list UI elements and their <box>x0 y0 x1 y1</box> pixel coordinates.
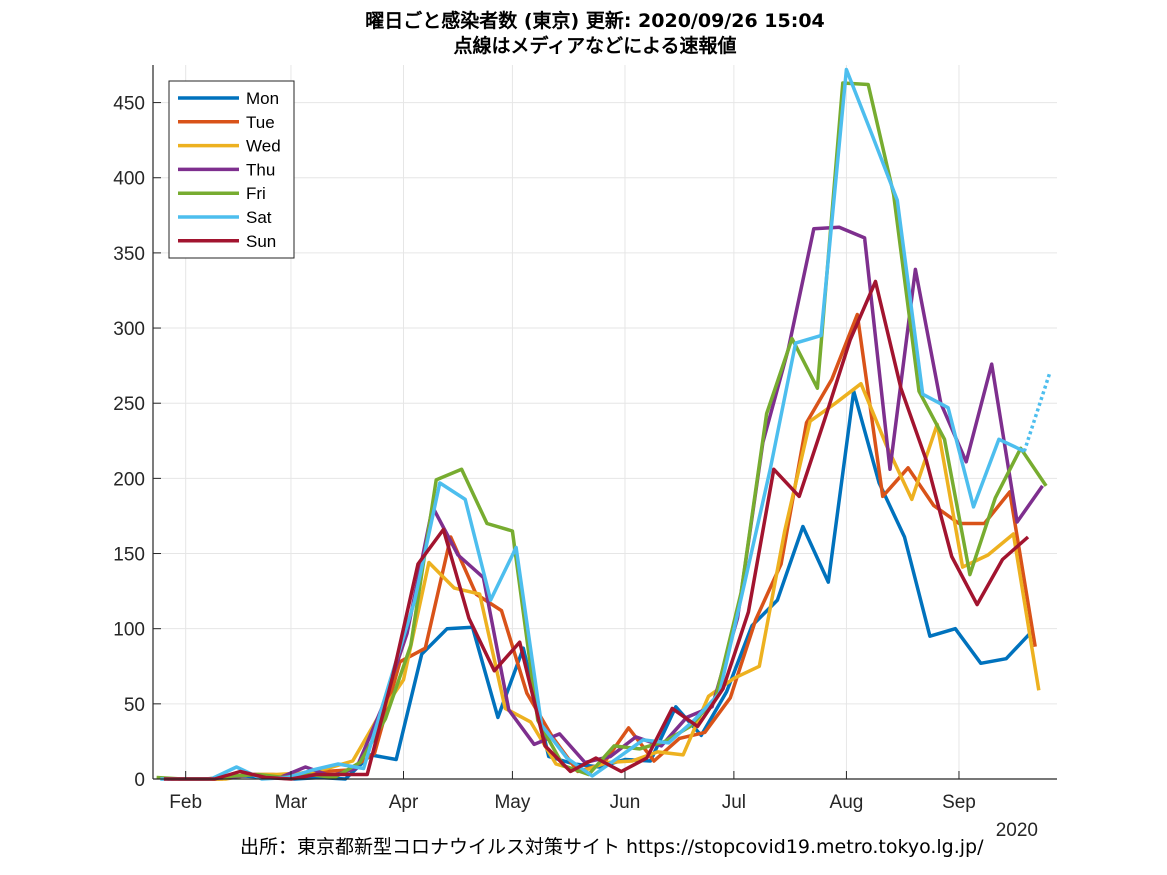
x-tick-label: Feb <box>169 792 202 813</box>
legend-label-sat: Sat <box>246 208 272 227</box>
series-line-sat-provisional <box>1022 372 1052 452</box>
y-tick-label: 200 <box>113 469 145 490</box>
y-tick-label: 50 <box>124 695 145 716</box>
y-tick-label: 400 <box>113 169 145 190</box>
chart-title: 曜日ごと感染者数 (東京) 更新: 2020/09/26 15:04 <box>365 9 825 32</box>
y-tick-label: 100 <box>113 620 145 641</box>
series-line-sun <box>163 279 1030 781</box>
y-tick-label: 150 <box>113 545 145 566</box>
chart-subtitle: 点線はメディアなどによる速報値 <box>453 34 736 57</box>
x-tick-label: Aug <box>830 792 864 813</box>
tick-labels: 0 50 100 150 200 250 300 350 400 450 Feb Mar Apr May J… <box>113 94 976 813</box>
grid <box>153 65 1057 780</box>
y-tick-label: 250 <box>113 394 145 415</box>
axes <box>152 65 1057 780</box>
legend: Mon Tue Wed Thu Fri Sat Sun <box>168 80 295 259</box>
legend-label-wed: Wed <box>246 137 281 156</box>
x-tick-label: Mar <box>275 792 308 813</box>
x-tick-label: May <box>494 792 530 813</box>
x-tick-label: Jul <box>722 792 746 813</box>
legend-label-fri: Fri <box>246 184 266 203</box>
y-tick-label: 300 <box>113 319 145 340</box>
x-tick-label: Sep <box>942 792 976 813</box>
legend-label-thu: Thu <box>246 160 275 179</box>
series-line-sat <box>160 67 1026 781</box>
x-tick-label: Jun <box>610 792 641 813</box>
y-tick-label: 350 <box>113 244 145 265</box>
x-tick-label: Apr <box>389 792 419 813</box>
series-lines <box>156 67 1052 781</box>
legend-label-tue: Tue <box>246 113 275 132</box>
y-tick-label: 0 <box>134 770 145 791</box>
year-label: 2020 <box>996 820 1038 841</box>
y-tick-label: 450 <box>113 94 145 115</box>
series-line-mon <box>167 389 1033 781</box>
source-note: 出所：東京都新型コロナウイルス対策サイト https://stopcovid19… <box>240 836 984 858</box>
legend-label-mon: Mon <box>246 89 279 108</box>
legend-label-sun: Sun <box>246 232 276 251</box>
